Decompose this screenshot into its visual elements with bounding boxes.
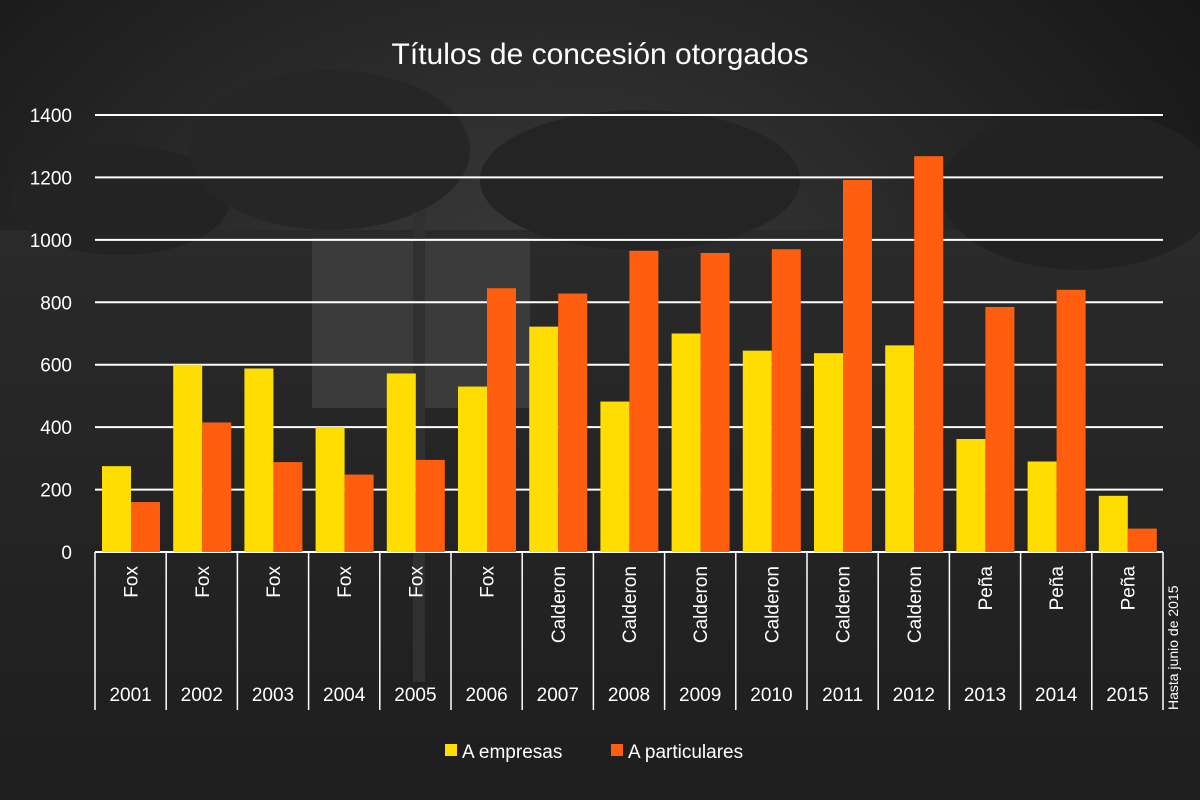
year-label: 2015	[1106, 685, 1148, 706]
legend-swatch-0	[445, 744, 457, 756]
legend: A empresas A particulares	[445, 742, 743, 763]
year-label: 2013	[964, 685, 1006, 706]
bar-empresas-2007	[529, 326, 559, 552]
bar-particulares-2013	[985, 306, 1015, 552]
bar-particulares-2010	[771, 249, 801, 552]
bar-empresas-2004	[315, 427, 345, 552]
president-label: Calderon	[762, 566, 783, 643]
president-label: Peña	[1047, 566, 1068, 611]
president-label: Fox	[122, 566, 143, 598]
year-label: 2004	[323, 685, 366, 706]
bar-empresas-2006	[458, 386, 487, 552]
annotation-note: Hasta junio de 2015	[1165, 585, 1181, 710]
category-axis: Fox 2001 Fox 2002 Fox 2003 Fox 2004 Fox 2005 Fox 20…	[94, 552, 1164, 710]
bar-particulares-2015	[1127, 528, 1157, 552]
y-tick-label: 1200	[30, 168, 72, 189]
bar-particulares-2011	[843, 179, 872, 552]
bar-empresas-2002	[173, 364, 203, 552]
y-tick-label: 400	[40, 418, 72, 439]
president-label: Calderon	[691, 566, 712, 643]
year-label: 2010	[750, 685, 792, 706]
president-label: Calderon	[905, 566, 926, 643]
year-label: 2001	[109, 685, 151, 706]
y-tick-label: 1000	[30, 231, 72, 252]
bar-particulares-2002	[202, 422, 232, 552]
bar-empresas-2003	[244, 368, 274, 552]
bar-particulares-2003	[273, 462, 303, 552]
bar-particulares-2005	[415, 459, 445, 552]
bars	[102, 156, 1157, 552]
president-label: Fox	[406, 566, 427, 598]
president-label: Calderon	[549, 566, 570, 643]
president-label: Peña	[976, 566, 997, 611]
president-label: Calderon	[620, 566, 641, 643]
bar-empresas-2015	[1098, 495, 1128, 552]
bar-particulares-2006	[487, 288, 516, 552]
bar-empresas-2010	[742, 350, 772, 552]
bar-particulares-2008	[629, 250, 659, 552]
bar-empresas-2011	[814, 353, 843, 552]
year-label: 2014	[1035, 685, 1078, 706]
legend-label-0: A empresas	[462, 742, 562, 763]
bar-empresas-2013	[956, 439, 986, 552]
president-label: Fox	[335, 566, 356, 598]
y-tick-label: 800	[40, 293, 72, 314]
chart-title: Títulos de concesión otorgados	[392, 38, 809, 71]
bar-empresas-2005	[386, 373, 416, 552]
legend-swatch-1	[611, 744, 623, 756]
president-label: Peña	[1118, 566, 1139, 611]
y-tick-label: 0	[61, 543, 72, 564]
bar-empresas-2012	[885, 345, 915, 552]
year-label: 2009	[679, 685, 721, 706]
year-label: 2005	[394, 685, 436, 706]
bar-particulares-2009	[700, 252, 730, 552]
year-label: 2003	[252, 685, 294, 706]
y-tick-label: 600	[40, 356, 72, 377]
bar-empresas-2009	[671, 333, 701, 552]
year-label: 2007	[537, 685, 579, 706]
legend-label-1: A particulares	[628, 742, 743, 763]
year-label: 2002	[181, 685, 223, 706]
president-label: Calderon	[834, 566, 855, 643]
bar-empresas-2014	[1027, 461, 1057, 552]
y-tick-label: 1400	[30, 106, 72, 127]
year-label: 2008	[608, 685, 650, 706]
president-label: Fox	[264, 566, 285, 598]
bar-particulares-2004	[344, 474, 374, 552]
year-label: 2012	[893, 685, 935, 706]
president-label: Fox	[478, 566, 499, 598]
y-axis-ticks: 0 200 400 600 800 1000 1200 1400	[30, 106, 72, 564]
year-label: 2006	[465, 685, 507, 706]
bar-particulares-2001	[131, 502, 160, 552]
bar-empresas-2001	[102, 466, 131, 552]
bar-particulares-2012	[914, 156, 944, 552]
bar-particulares-2007	[558, 293, 588, 552]
bar-empresas-2008	[600, 401, 630, 552]
bar-particulares-2014	[1056, 289, 1086, 552]
year-label: 2011	[822, 685, 863, 706]
president-label: Fox	[193, 566, 214, 598]
y-tick-label: 200	[40, 481, 72, 502]
